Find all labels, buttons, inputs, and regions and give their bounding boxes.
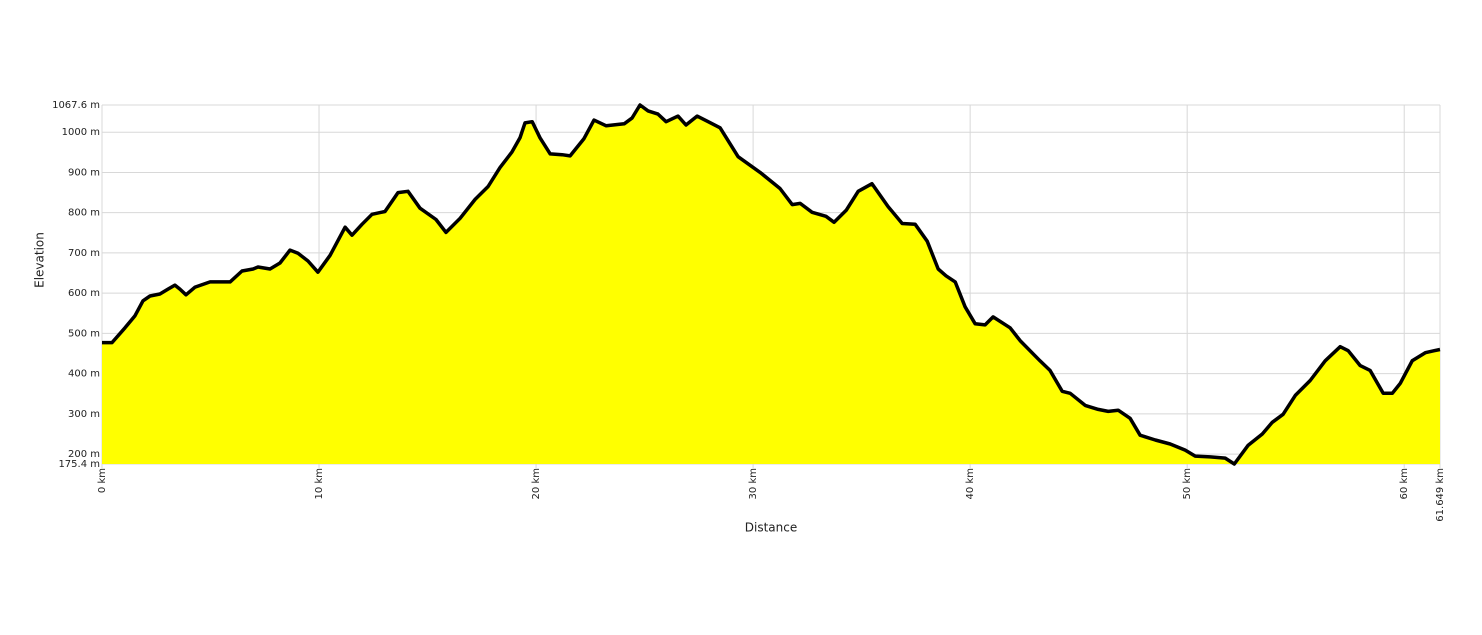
x-tick-label: 20 km: [531, 468, 542, 499]
x-tick-label: 60 km: [1399, 468, 1410, 499]
y-tick-label: 800 m: [68, 208, 100, 219]
y-tick-label: 500 m: [68, 328, 100, 339]
y-axis-title: Elevation: [33, 232, 47, 288]
x-tick-label: 40 km: [965, 468, 976, 499]
y-tick-label: 1000 m: [62, 127, 100, 138]
y-tick-label: 600 m: [68, 288, 100, 299]
elevation-line: [102, 103, 1441, 466]
y-tick-label: 175.4 m: [58, 459, 100, 470]
y-tick-label: 900 m: [68, 167, 100, 178]
y-tick-label: 400 m: [68, 369, 100, 380]
y-tick-label: 1067.6 m: [52, 100, 100, 111]
x-tick-label: 50 km: [1182, 468, 1193, 499]
x-axis-title: Distance: [745, 521, 797, 535]
y-tick-label: 700 m: [68, 248, 100, 259]
area-fill: [102, 105, 1440, 464]
y-tick-label: 300 m: [68, 409, 100, 420]
y-tick-label: 200 m: [68, 449, 100, 460]
x-tick-label: 61.649 km: [1435, 468, 1446, 522]
x-tick-label: 10 km: [314, 468, 325, 499]
x-tick-label: 0 km: [97, 468, 108, 493]
x-tick-label: 30 km: [748, 468, 759, 499]
